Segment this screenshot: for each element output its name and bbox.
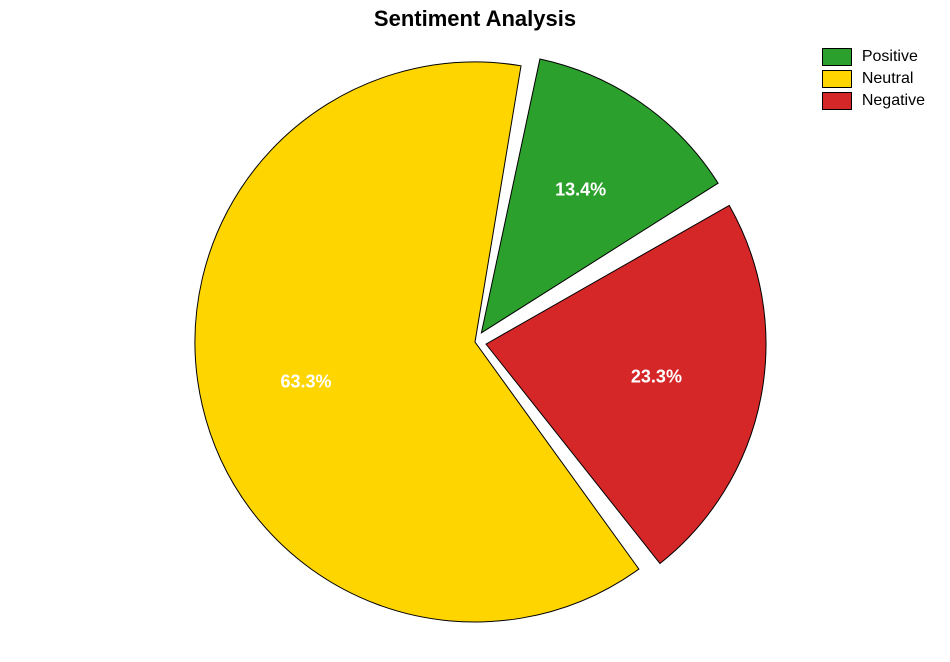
legend-swatch-positive xyxy=(822,48,852,66)
pie-chart xyxy=(0,0,950,662)
slice-label-negative: 23.3% xyxy=(631,367,682,388)
legend-swatch-neutral xyxy=(822,70,852,88)
legend-item-negative: Negative xyxy=(822,92,925,110)
legend-label-neutral: Neutral xyxy=(862,70,914,88)
slice-label-neutral: 63.3% xyxy=(280,371,331,392)
legend-item-neutral: Neutral xyxy=(822,70,925,88)
legend: Positive Neutral Negative xyxy=(822,48,925,114)
legend-label-negative: Negative xyxy=(862,92,925,110)
legend-swatch-negative xyxy=(822,92,852,110)
legend-item-positive: Positive xyxy=(822,48,925,66)
legend-label-positive: Positive xyxy=(862,48,918,66)
slice-label-positive: 13.4% xyxy=(555,180,606,201)
